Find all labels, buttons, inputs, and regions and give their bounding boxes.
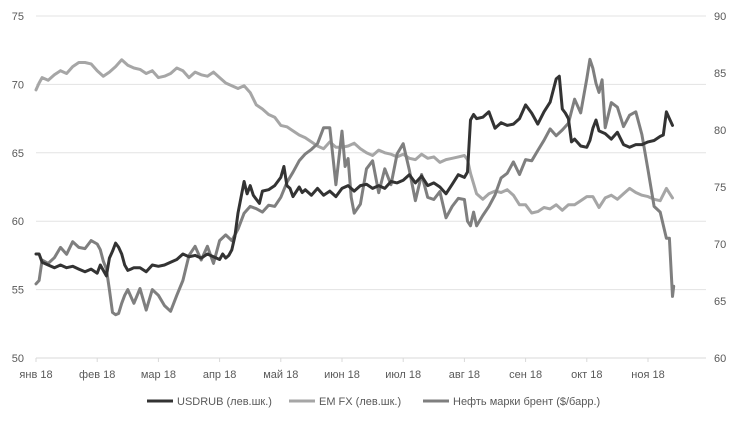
legend-label: USDRUB (лев.шк.) <box>177 396 272 408</box>
right-y-tick-label: 80 <box>714 125 726 137</box>
series-lines <box>34 57 676 317</box>
legend-label: Нефть марки брент ($/барр.) <box>453 396 600 408</box>
x-tick-label: авг 18 <box>449 369 480 381</box>
x-tick-label: мар 18 <box>141 369 176 381</box>
left-y-tick-label: 75 <box>12 11 24 23</box>
series-line-0 <box>34 74 674 278</box>
x-tick-label: апр 18 <box>203 369 236 381</box>
right-y-axis: 60 65 70 75 80 85 90 <box>714 11 726 365</box>
legend: USDRUB (лев.шк.) EM FX (лев.шк.) Нефть мар… <box>147 396 600 408</box>
x-tick-label: ноя 18 <box>631 369 664 381</box>
x-tick-label: фев 18 <box>79 369 115 381</box>
left-y-axis: 50 55 60 65 70 75 <box>12 11 24 365</box>
right-y-tick-label: 90 <box>714 11 726 23</box>
series-line-1 <box>34 58 674 215</box>
right-y-tick-label: 65 <box>714 296 726 308</box>
left-y-tick-label: 70 <box>12 79 24 91</box>
right-y-tick-label: 70 <box>714 239 726 251</box>
left-y-tick-label: 50 <box>12 353 24 365</box>
left-y-tick-label: 55 <box>12 285 24 297</box>
x-tick-label: янв 18 <box>19 369 52 381</box>
gridlines <box>36 15 706 291</box>
right-y-tick-label: 75 <box>714 182 726 194</box>
x-tick-label: июл 18 <box>385 369 421 381</box>
x-tick-label: сен 18 <box>509 369 542 381</box>
left-y-tick-label: 65 <box>12 148 24 160</box>
x-tick-label: окт 18 <box>571 369 602 381</box>
x-tick-label: май 18 <box>263 369 298 381</box>
x-tick-label: июн 18 <box>324 369 360 381</box>
x-axis: янв 18 фев 18 мар 18 апр 18 май 18 июн 18 июл … <box>19 357 706 381</box>
series-line-2 <box>34 57 676 317</box>
right-y-tick-label: 60 <box>714 353 726 365</box>
legend-label: EM FX (лев.шк.) <box>319 396 401 408</box>
right-y-tick-label: 85 <box>714 68 726 80</box>
left-y-tick-label: 60 <box>12 216 24 228</box>
